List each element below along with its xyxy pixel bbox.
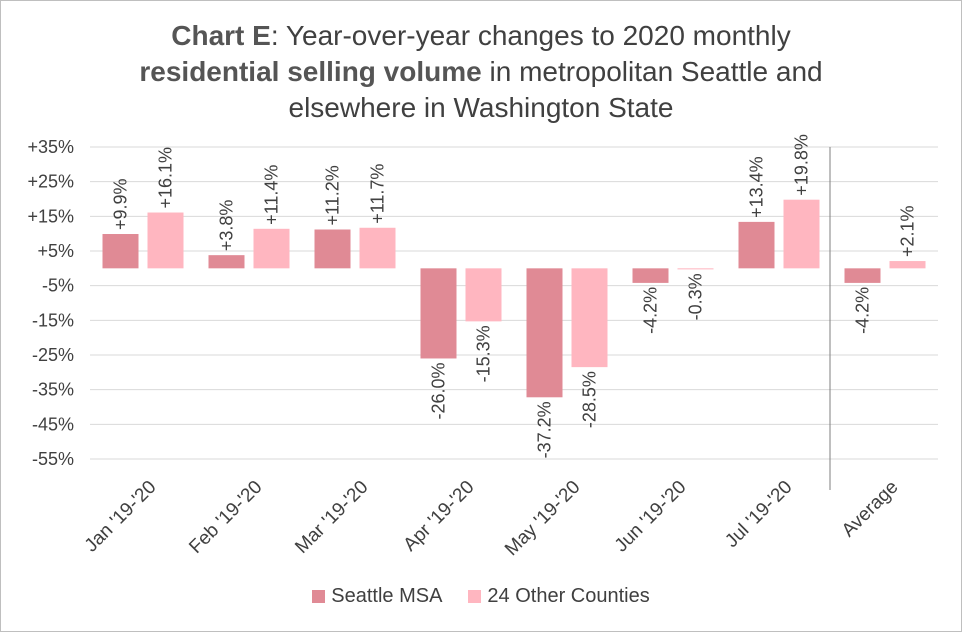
bar-other-counties [147, 212, 184, 269]
bar-other-counties [253, 228, 290, 269]
bar-other-counties [359, 227, 396, 269]
bar-other-counties [889, 261, 926, 269]
data-label-seattle: -4.2% [641, 287, 661, 334]
y-tick-label: -25% [32, 345, 74, 365]
x-category-label: Apr '19-'20 [400, 477, 479, 556]
data-label-other-counties: +2.1% [898, 206, 918, 258]
data-label-other-counties: -28.5% [580, 371, 600, 428]
chart-title: Chart E: Year-over-year changes to 2020 … [0, 18, 962, 126]
data-label-other-counties: -15.3% [474, 325, 494, 382]
x-category-label: Mar '19-'20 [291, 477, 372, 558]
y-tick-label: +35% [27, 137, 74, 157]
bar-seattle [208, 255, 245, 269]
bar-seattle [314, 229, 351, 269]
y-tick-label: -35% [32, 380, 74, 400]
bar-seattle [844, 268, 881, 283]
data-label-other-counties: -0.3% [686, 273, 706, 320]
x-category-label: Jun '19-'20 [611, 477, 691, 557]
title-line3: elsewhere in Washington State [288, 92, 674, 123]
x-category-label: May '19-'20 [501, 477, 584, 560]
y-tick-label: +15% [27, 206, 74, 226]
title-line2-rest: in metropolitan Seattle and [481, 56, 823, 87]
legend: Seattle MSA 24 Other Counties [0, 585, 962, 608]
title-chart-id: Chart E [171, 20, 271, 51]
y-tick-label: -45% [32, 414, 74, 434]
title-emphasis: residential selling volume [139, 56, 482, 87]
bar-seattle [632, 268, 669, 283]
bar-seattle [420, 268, 457, 359]
data-label-seattle: +11.2% [323, 165, 343, 225]
x-category-label: Jan '19-'20 [81, 477, 161, 557]
x-category-label: Average [838, 477, 903, 542]
data-label-seattle: +3.8% [217, 200, 237, 252]
legend-swatch-seattle [312, 590, 326, 603]
y-tick-label: -5% [42, 276, 74, 296]
legend-item-seattle: Seattle MSA [312, 585, 442, 608]
data-label-seattle: -26.0% [429, 362, 449, 419]
y-tick-label: +25% [27, 172, 74, 192]
data-label-seattle: -37.2% [535, 401, 555, 458]
data-label-seattle: -4.2% [853, 287, 873, 334]
data-label-other-counties: +19.8% [792, 134, 812, 196]
bar-other-counties [677, 268, 714, 270]
y-tick-label: +5% [37, 241, 74, 261]
title-line1-rest: : Year-over-year changes to 2020 monthly [270, 20, 791, 51]
data-label-other-counties: +11.4% [262, 165, 282, 225]
data-label-seattle: +9.9% [111, 178, 131, 230]
bar-seattle [738, 221, 775, 269]
legend-item-other-counties: 24 Other Counties [468, 585, 650, 608]
legend-label-other-counties: 24 Other Counties [487, 585, 650, 607]
bar-other-counties [783, 199, 820, 269]
bar-seattle [526, 268, 563, 398]
bar-seattle [102, 234, 139, 269]
data-label-other-counties: +11.7% [368, 164, 388, 224]
y-tick-label: -15% [32, 310, 74, 330]
legend-swatch-other-counties [468, 590, 482, 603]
x-category-label: Feb '19-'20 [185, 477, 266, 558]
bar-other-counties [465, 268, 502, 322]
legend-label-seattle: Seattle MSA [331, 585, 443, 607]
x-category-label: Jul '19-'20 [721, 477, 796, 552]
data-label-seattle: +13.4% [747, 156, 767, 218]
y-tick-label: -55% [32, 449, 74, 469]
bar-other-counties [571, 268, 608, 368]
data-label-other-counties: +16.1% [156, 147, 176, 209]
